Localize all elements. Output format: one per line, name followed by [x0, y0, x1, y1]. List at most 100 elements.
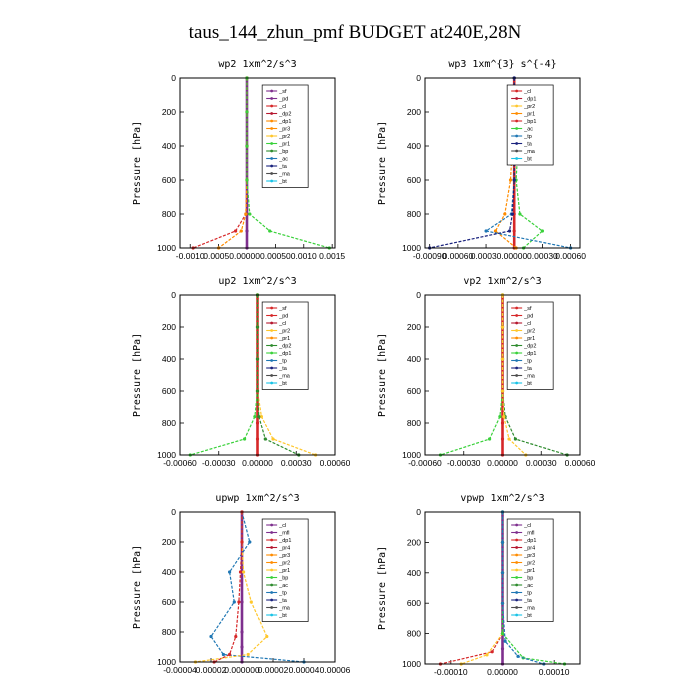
- series-point: [265, 634, 269, 639]
- legend-marker: [515, 127, 519, 130]
- legend-marker: [270, 381, 274, 385]
- legend-entry: _tp: [523, 359, 532, 365]
- series-point: [228, 570, 232, 574]
- y-tick-label: 0: [416, 73, 421, 83]
- x-tick-label: 0.00004: [289, 665, 320, 675]
- series-point: [245, 144, 249, 148]
- series-point: [248, 540, 252, 544]
- legend-entry: _pr2: [523, 561, 535, 567]
- series-line: [192, 78, 248, 249]
- legend-entry: _ma: [523, 149, 536, 155]
- legend-entry: _tp: [523, 591, 532, 597]
- legend-entry: _ac: [278, 157, 288, 163]
- x-tick-label: -0.00030: [202, 458, 236, 468]
- legend-marker: [515, 329, 519, 332]
- panel-title: wp2 1xm^2/s^3: [218, 59, 296, 70]
- legend-entry: _sf: [278, 89, 287, 95]
- series-point: [500, 421, 505, 425]
- x-tick-label: 0.0015: [319, 251, 345, 261]
- legend-entry: _dp2: [523, 344, 536, 350]
- legend-marker: [270, 606, 274, 609]
- series-point: [245, 229, 249, 233]
- legend-entry: _tp: [278, 359, 287, 365]
- series-point: [240, 645, 244, 649]
- panel-title: wp3 1xm^{3} s^{-4}: [448, 59, 556, 70]
- y-tick-label: 600: [407, 386, 421, 396]
- legend-marker: [515, 142, 519, 145]
- legend-marker: [515, 351, 519, 355]
- y-tick-label: 400: [407, 568, 421, 578]
- legend-marker: [515, 119, 519, 123]
- y-tick-label: 1000: [157, 243, 176, 253]
- series-point: [209, 634, 213, 639]
- series-point: [516, 654, 520, 659]
- panel-title: vp2 1xm^2/s^3: [463, 276, 541, 287]
- legend-marker: [270, 112, 274, 115]
- legend-entry: _mfl: [523, 531, 534, 537]
- x-tick-label: 0.00006: [320, 665, 351, 675]
- legend-entry: _pr3: [278, 127, 290, 133]
- plot-frame: [179, 511, 336, 663]
- x-tick-label: 0.000000: [224, 665, 260, 675]
- legend-entry: _ta: [523, 598, 533, 604]
- legend-entry: _cl: [278, 104, 286, 110]
- series-point: [259, 415, 263, 419]
- legend-marker: [515, 112, 519, 115]
- legend-marker: [515, 613, 519, 617]
- series-point: [500, 632, 505, 636]
- legend-entry: _ac: [278, 583, 288, 589]
- legend-marker: [515, 314, 519, 317]
- y-tick-label: 800: [407, 418, 421, 428]
- series-point: [245, 110, 249, 114]
- legend-marker: [270, 164, 274, 168]
- x-tick-label: 0.00050: [260, 251, 291, 261]
- y-tick-label: 200: [162, 107, 176, 117]
- legend-marker: [270, 553, 274, 557]
- y-axis-label: Pressure [hPa]: [377, 121, 388, 205]
- legend-marker: [515, 546, 519, 549]
- x-tick-label: 0.00000: [242, 458, 273, 468]
- legend-marker: [515, 321, 519, 325]
- legend-entry: _cl: [523, 523, 531, 529]
- legend-entry: _ma: [523, 606, 536, 612]
- legend-marker: [270, 157, 274, 160]
- x-tick-label: 0.00060: [565, 458, 596, 468]
- series-point: [485, 653, 489, 657]
- legend-entry: _ta: [523, 142, 533, 148]
- legend-entry: _bp: [523, 576, 533, 582]
- legend-entry: _pr1: [278, 568, 290, 574]
- series-line: [195, 512, 268, 663]
- series-point: [237, 600, 241, 604]
- series-point: [488, 437, 492, 441]
- series-point: [500, 571, 505, 575]
- panel-4: vp2 1xm^2/s^3 Pressure [hPa] 0 200 400 600 800…: [377, 276, 596, 468]
- series-point: [255, 421, 260, 425]
- series-point: [228, 652, 232, 657]
- series-point: [234, 229, 238, 233]
- legend-entry: _bt: [278, 613, 287, 619]
- legend-marker: [515, 523, 519, 527]
- y-axis-label: Pressure [hPa]: [132, 333, 143, 417]
- legend-entry: _pr3: [278, 553, 290, 559]
- legend-marker: [515, 583, 519, 587]
- plot-frame: [424, 77, 581, 249]
- y-tick-label: 400: [162, 354, 176, 364]
- panels: wp2 1xm^2/s^3 Pressure [hPa] 0 200 400 600 800…: [132, 59, 596, 677]
- x-tick-label: 0.00030: [526, 458, 557, 468]
- figure-title: taus_144_zhun_pmf BUDGET at240E,28N: [189, 22, 522, 43]
- legend-entry: _ma: [278, 606, 291, 612]
- series-point: [512, 178, 516, 182]
- series-line: [190, 295, 259, 456]
- y-tick-label: 800: [162, 418, 176, 428]
- legend-entry: _pr1: [278, 142, 290, 148]
- series-point: [503, 212, 507, 216]
- legend-marker: [515, 598, 519, 602]
- legend-entry: _dp2: [278, 112, 291, 118]
- legend-marker: [270, 127, 274, 130]
- y-tick-label: 1000: [402, 659, 421, 669]
- series-line: [461, 512, 504, 665]
- legend-entry: _ac: [523, 127, 533, 133]
- legend-entry: _dp1: [278, 538, 291, 544]
- y-axis-label: Pressure [hPa]: [132, 121, 143, 205]
- legend-marker: [515, 97, 519, 100]
